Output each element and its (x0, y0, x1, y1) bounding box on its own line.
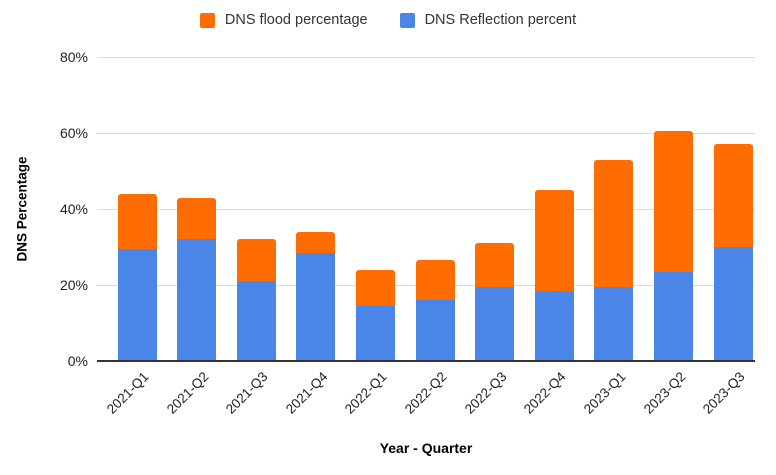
legend-item-dns-reflection[interactable]: DNS Reflection percent (399, 12, 577, 28)
bar-segment-dns-flood-2022-Q4[interactable] (534, 190, 574, 291)
x-axis-title: Year - Quarter (379, 440, 473, 456)
bar-segment-dns-reflection-2023-Q2[interactable] (654, 271, 694, 361)
x-axis-line (97, 360, 755, 362)
bar-segment-dns-flood-2021-Q4[interactable] (296, 231, 336, 253)
bar-segment-dns-reflection-2021-Q3[interactable] (236, 281, 276, 361)
y-tick-label: 20% (59, 277, 88, 293)
bar-segment-dns-reflection-2022-Q3[interactable] (475, 286, 515, 361)
bar-segment-dns-flood-2022-Q3[interactable] (475, 243, 515, 287)
bar-segment-dns-reflection-2021-Q4[interactable] (296, 252, 336, 361)
y-tick-label: 0% (67, 353, 88, 369)
bar-segment-dns-flood-2023-Q2[interactable] (654, 131, 694, 272)
bar-segment-dns-flood-2021-Q1[interactable] (117, 193, 157, 249)
legend-item-dns-flood[interactable]: DNS flood percentage (199, 12, 368, 28)
gridline-60% (97, 132, 755, 134)
gridline-80% (97, 56, 755, 58)
bar-segment-dns-reflection-2022-Q1[interactable] (355, 305, 395, 361)
bar-segment-dns-flood-2023-Q3[interactable] (713, 144, 753, 247)
bar-segment-dns-reflection-2021-Q2[interactable] (177, 239, 217, 361)
bar-segment-dns-reflection-2023-Q3[interactable] (713, 247, 753, 361)
legend-label-dns-flood: DNS flood percentage (224, 12, 368, 28)
gridline-40% (97, 208, 755, 210)
bar-segment-dns-flood-2021-Q3[interactable] (236, 239, 276, 282)
bar-segment-dns-reflection-2021-Q1[interactable] (117, 248, 157, 361)
bar-segment-dns-flood-2022-Q1[interactable] (355, 269, 395, 306)
legend-label-dns-reflection: DNS Reflection percent (424, 12, 577, 28)
bar-segment-dns-flood-2023-Q1[interactable] (594, 159, 634, 287)
legend: DNS flood percentage DNS Reflection perc… (0, 12, 776, 28)
y-tick-label: 60% (59, 125, 88, 141)
y-tick-label: 40% (59, 201, 88, 217)
legend-swatch-dns-flood-icon (199, 12, 215, 28)
bar-segment-dns-flood-2022-Q2[interactable] (415, 260, 455, 301)
bar-segment-dns-reflection-2022-Q2[interactable] (415, 300, 455, 361)
bar-segment-dns-reflection-2023-Q1[interactable] (594, 286, 634, 361)
legend-swatch-dns-reflection-icon (399, 12, 415, 28)
y-tick-label: 80% (59, 49, 88, 65)
bar-segment-dns-flood-2021-Q2[interactable] (177, 197, 217, 240)
bar-segment-dns-reflection-2022-Q4[interactable] (534, 290, 574, 361)
